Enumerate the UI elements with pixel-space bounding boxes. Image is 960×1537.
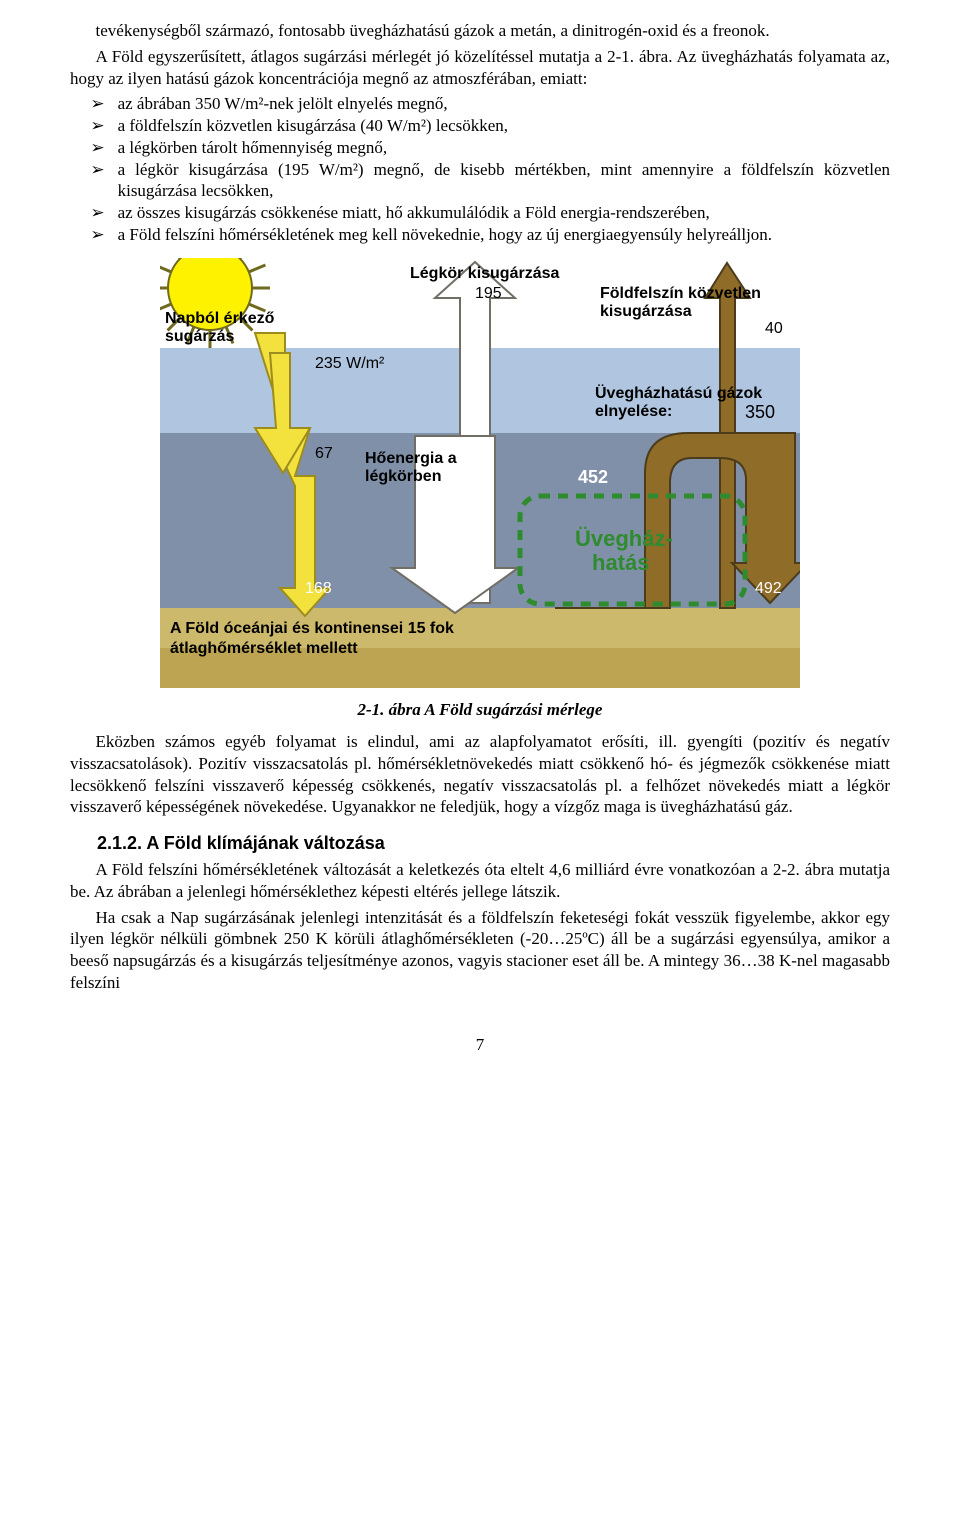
paragraph-after-2: A Föld felszíni hőmérsékletének változás… [70,859,890,903]
label-surface-radiation-2: kisugárzása [600,303,692,320]
value-168: 168 [305,580,332,597]
bullet-item: a légkörben tárolt hőmennyiség megnő, [118,137,890,159]
label-greenhouse-2: hatás [592,550,649,575]
bullet-list: az ábrában 350 W/m²-nek jelölt elnyelés … [70,93,890,245]
label-incoming-solar-1: Napból érkező [165,310,275,327]
figure-caption: 2-1. ábra A Föld sugárzási mérlege [70,699,890,721]
value-350: 350 [745,402,775,422]
label-bottom-2: átlaghőmérséklet mellett [170,640,358,657]
section-heading: 2.1.2. A Föld klímájának változása [97,832,890,855]
label-incoming-solar-2: sugárzás [165,328,234,345]
bullet-item: a légkör kisugárzása (195 W/m²) megnő, d… [118,159,890,203]
label-surface-radiation-1: Földfelszín közvetlen [600,285,761,302]
label-bottom-1: A Föld óceánjai és kontinensei 15 fok [170,620,454,637]
value-235: 235 W/m² [315,355,385,372]
label-greenhouse-1: Üvegház- [575,526,673,551]
bullet-item: az összes kisugárzás csökkenése miatt, h… [118,202,890,224]
paragraph-after-1: Eközben számos egyéb folyamat is elindul… [70,731,890,818]
value-452: 452 [578,467,608,487]
bullet-item: az ábrában 350 W/m²-nek jelölt elnyelés … [118,93,890,115]
radiation-balance-figure: Légkör kisugárzása 195 Napból érkező sug… [160,258,800,694]
bullet-item: a földfelszín közvetlen kisugárzása (40 … [118,115,890,137]
value-40: 40 [765,320,783,337]
paragraph-intro-2: A Föld egyszerűsített, átlagos sugárzási… [70,46,890,90]
label-heat-atmosphere-2: légkörben [365,468,441,485]
paragraph-after-3: Ha csak a Nap sugárzásának jelenlegi int… [70,907,890,994]
value-324: 324 [435,580,462,597]
value-492: 492 [755,580,782,597]
label-ghg-absorption-2: elnyelése: [595,403,672,420]
value-67: 67 [315,445,333,462]
page-number: 7 [70,1034,890,1056]
paragraph-intro-1: tevékenységből származó, fontosabb üvegh… [70,20,890,42]
label-ghg-absorption-1: Üvegházhatású gázok [595,383,762,402]
bullet-item: a Föld felszíni hőmérsékletének meg kell… [118,224,890,246]
label-atmosphere-radiation: Légkör kisugárzása [410,265,560,282]
label-heat-atmosphere-1: Hőenergia a [365,450,457,467]
value-195: 195 [475,285,502,302]
